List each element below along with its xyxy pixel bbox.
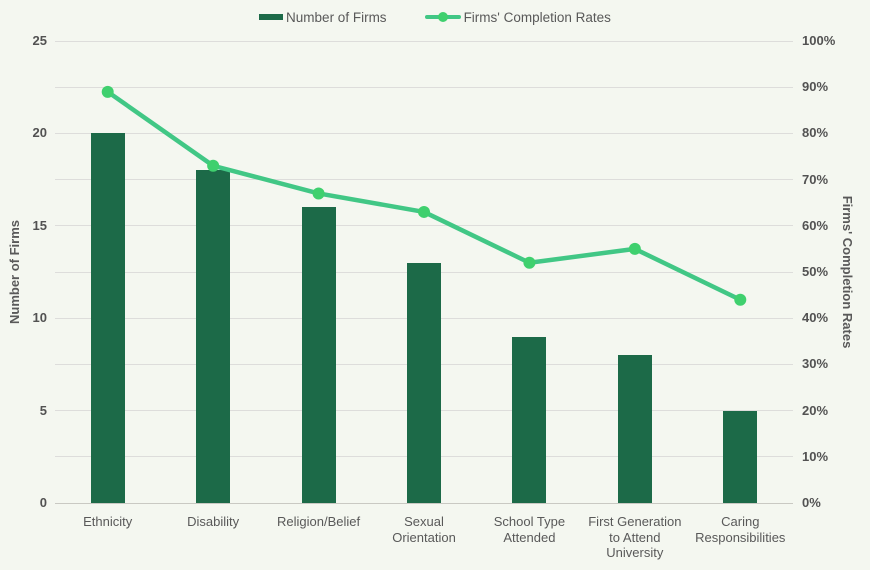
left-axis-tick-20: 20 <box>32 125 47 141</box>
left-axis-tick-5: 5 <box>39 402 47 418</box>
legend-label-completion-rates: Firms' Completion Rates <box>463 9 611 25</box>
category-label-Religion/Belief: Religion/Belief <box>277 514 361 529</box>
right-axis-tick-70%: 70% <box>802 171 829 187</box>
bar-Caring Responsibilities[interactable] <box>723 410 758 503</box>
bar-Religion/Belief[interactable] <box>301 207 336 503</box>
bar-Sexual Orientation[interactable] <box>407 262 441 503</box>
line-marker-Disability[interactable] <box>207 159 220 172</box>
right-axis-tick-20%: 20% <box>802 402 829 418</box>
category-label-Ethnicity: Ethnicity <box>83 514 133 529</box>
line-marker-swatch-icon <box>437 12 448 22</box>
gridline <box>55 132 793 134</box>
bar-series-swatch-icon <box>259 14 284 20</box>
left-axis-title: Number of Firms <box>7 220 22 325</box>
chart-legend: Number of Firms Firms' Completion Rates <box>0 6 870 28</box>
left-axis-tick-25: 25 <box>32 33 47 48</box>
category-label-Sexual Orientation: Sexual Orientation <box>392 514 456 545</box>
line-marker-Ethnicity[interactable] <box>101 85 114 98</box>
line-marker-Sexual Orientation[interactable] <box>418 205 430 218</box>
right-axis-tick-60%: 60% <box>802 217 829 233</box>
completion-rates-line-layer <box>101 85 747 306</box>
legend-item-number-of-firms[interactable]: Number of Firms <box>259 10 387 25</box>
category-label-School Type Attended: School Type Attended <box>493 514 566 545</box>
line-marker-Religion/Belief[interactable] <box>312 187 325 200</box>
x-axis-line <box>55 502 793 504</box>
bar-First Generation to Attend University[interactable] <box>617 355 652 503</box>
legend-label-number-of-firms: Number of Firms <box>286 9 387 25</box>
legend-item-completion-rates[interactable]: Firms' Completion Rates <box>424 9 611 25</box>
line-series-swatch-icon <box>424 12 461 22</box>
right-axis-tick-10%: 10% <box>802 448 829 464</box>
gridline <box>55 40 793 42</box>
right-axis-tick-0%: 0% <box>802 495 821 510</box>
line-marker-School Type Attended[interactable] <box>523 256 536 269</box>
completion-rates-line-path <box>105 89 743 302</box>
right-axis-tick-50%: 50% <box>802 264 829 279</box>
left-axis-tick-0: 0 <box>39 495 47 510</box>
left-axis-tick-15: 15 <box>32 217 47 233</box>
right-axis-tick-40%: 40% <box>802 310 829 326</box>
category-label-Caring Responsibilities: Caring Responsibilities <box>695 514 786 545</box>
line-marker-First Generation to Attend University[interactable] <box>628 242 641 255</box>
bar-School Type Attended[interactable] <box>512 336 547 503</box>
line-marker-Caring Responsibilities[interactable] <box>734 293 747 306</box>
right-axis-tick-80%: 80% <box>802 125 829 141</box>
gridline <box>55 86 793 88</box>
gridline <box>55 179 793 181</box>
right-axis-tick-90%: 90% <box>802 79 829 95</box>
left-axis-tick-10: 10 <box>32 310 47 326</box>
bar-Disability[interactable] <box>196 170 231 503</box>
right-axis-tick-100%: 100% <box>802 33 836 48</box>
category-label-First Generation to Attend University: First Generation to Attend University <box>588 514 682 560</box>
right-axis-tick-30%: 30% <box>802 356 829 372</box>
bar-Ethnicity[interactable] <box>90 133 125 503</box>
gridline <box>55 225 793 227</box>
category-label-Disability: Disability <box>187 514 240 529</box>
